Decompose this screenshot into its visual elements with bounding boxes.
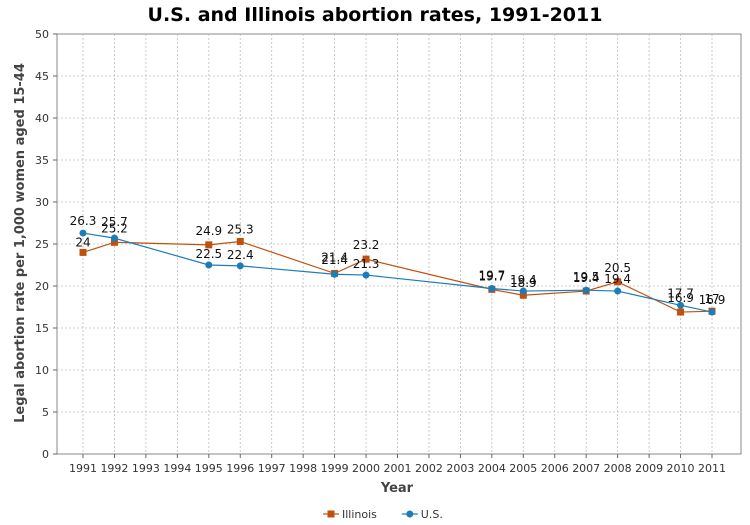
grid-lines (57, 34, 741, 454)
x-tick-label: 2009 (635, 462, 663, 475)
x-tick-label: 2000 (352, 462, 380, 475)
data-label-us: 16.9 (699, 293, 726, 307)
point-illinois (362, 255, 370, 263)
y-tick-label: 45 (35, 70, 49, 83)
x-tick-label: 2008 (604, 462, 632, 475)
legend-marker-illinois (327, 510, 335, 518)
data-label-us: 25.7 (101, 215, 128, 229)
data-label-us: 19.4 (510, 273, 537, 287)
x-tick-label: 2004 (478, 462, 506, 475)
x-tick-label: 1991 (69, 462, 97, 475)
data-label-illinois: 23.2 (353, 238, 380, 252)
point-us (488, 285, 496, 293)
data-label-us: 17.7 (667, 286, 694, 300)
data-label-illinois: 24.9 (195, 224, 222, 238)
data-label-us: 22.5 (195, 247, 222, 261)
point-illinois (614, 278, 622, 286)
legend: Illinois U.S. (323, 508, 443, 521)
point-illinois (205, 241, 213, 249)
data-label-illinois: 17 (704, 292, 719, 306)
chart-title: U.S. and Illinois abortion rates, 1991-2… (148, 4, 603, 26)
x-tick-label: 2011 (698, 462, 726, 475)
data-label-illinois: 19.7 (478, 268, 505, 282)
data-label-us: 19.4 (604, 272, 631, 286)
data-label-illinois: 21.4 (321, 250, 348, 264)
x-tick-label: 2006 (541, 462, 569, 475)
point-us (362, 271, 370, 279)
data-label-illinois: 24 (75, 235, 90, 249)
series-group (79, 229, 716, 316)
y-tick-label: 50 (35, 28, 49, 41)
data-label-illinois: 25.3 (227, 222, 254, 236)
y-tick-label: 25 (35, 238, 49, 251)
point-illinois (110, 238, 118, 246)
data-label-illinois: 20.5 (604, 261, 631, 275)
point-us (677, 301, 685, 309)
x-tick-label: 1992 (100, 462, 128, 475)
data-label-us: 22.4 (227, 248, 254, 262)
point-us (582, 286, 590, 294)
x-tick-label: 2002 (415, 462, 443, 475)
point-us (110, 234, 118, 242)
x-tick-label: 1993 (132, 462, 160, 475)
legend-marker-us (406, 510, 414, 518)
point-us (614, 287, 622, 295)
data-label-us: 26.3 (70, 214, 97, 228)
x-tick-label: 1998 (289, 462, 317, 475)
line-illinois (82, 240, 713, 313)
point-us (236, 262, 244, 270)
x-axis: 1991 1992 1993 1994 1995 1996 1997 1998 1999 2000… (69, 454, 726, 475)
x-tick-label: 1994 (163, 462, 191, 475)
y-tick-label: 30 (35, 196, 49, 209)
point-illinois (236, 237, 244, 245)
y-tick-label: 0 (42, 448, 49, 461)
y-axis-label: Legal abortion rate per 1,000 women aged… (13, 63, 28, 423)
y-tick-label: 35 (35, 154, 49, 167)
y-tick-label: 10 (35, 364, 49, 377)
data-label-illinois: 16.9 (667, 291, 694, 305)
data-label-illinois: 19.5 (573, 270, 600, 284)
point-us (79, 229, 87, 237)
point-us (708, 308, 716, 316)
data-label-illinois: 25.2 (101, 221, 128, 235)
legend-label-illinois: Illinois (342, 508, 377, 521)
x-tick-label: 2007 (572, 462, 600, 475)
x-tick-label: 1999 (321, 462, 349, 475)
x-tick-label: 2003 (446, 462, 474, 475)
x-tick-label: 2001 (384, 462, 412, 475)
point-illinois (79, 248, 87, 256)
x-tick-label: 2010 (667, 462, 695, 475)
x-tick-label: 2005 (509, 462, 537, 475)
data-label-us: 19.4 (573, 271, 600, 285)
data-label-us: 21.4 (321, 253, 348, 267)
y-tick-label: 40 (35, 112, 49, 125)
data-label-us: 21.3 (353, 257, 380, 271)
point-us (519, 287, 527, 295)
point-us (205, 261, 213, 269)
y-axis: 0 5 10 15 20 25 30 35 40 45 50 (35, 28, 57, 461)
legend-label-us: U.S. (421, 508, 443, 521)
point-us (331, 270, 339, 278)
x-tick-label: 1995 (195, 462, 223, 475)
y-tick-label: 20 (35, 280, 49, 293)
data-labels: 24 25.2 24.9 25.3 21.4 23.2 19.7 18.9 19.5 20.5 16… (70, 214, 726, 307)
x-tick-label: 1996 (226, 462, 254, 475)
y-tick-label: 5 (42, 406, 49, 419)
x-tick-label: 1997 (258, 462, 286, 475)
point-illinois (677, 308, 685, 316)
point-illinois (519, 291, 527, 299)
y-tick-label: 15 (35, 322, 49, 335)
line-us (82, 232, 713, 313)
data-label-us: 19.7 (478, 270, 505, 284)
data-label-illinois: 18.9 (510, 276, 537, 290)
x-axis-label: Year (380, 481, 414, 496)
